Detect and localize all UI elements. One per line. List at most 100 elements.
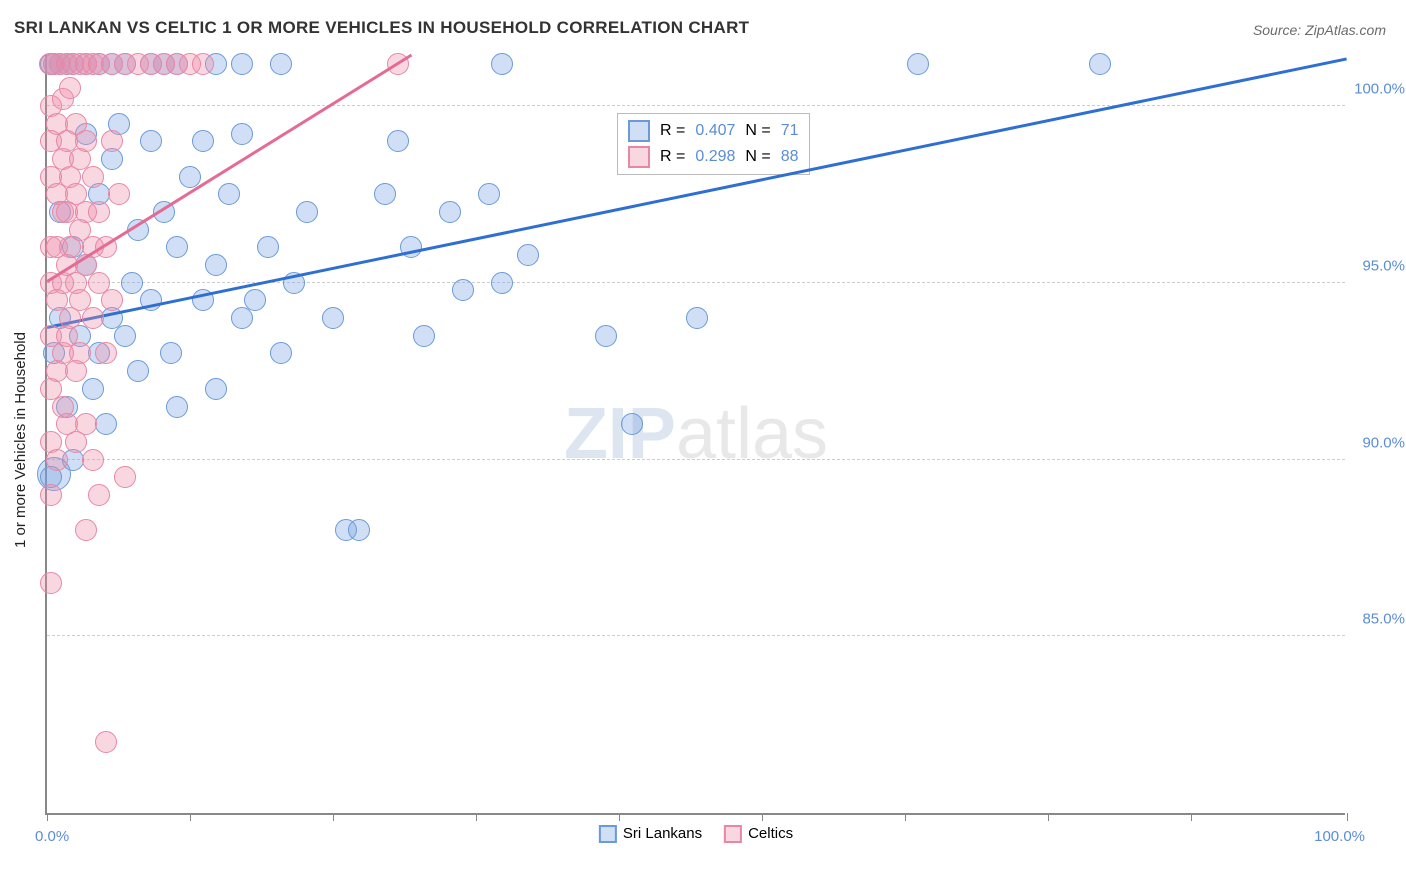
scatter-point [231, 53, 253, 75]
chart-title: SRI LANKAN VS CELTIC 1 OR MORE VEHICLES … [14, 18, 749, 38]
scatter-point [88, 201, 110, 223]
scatter-point [82, 449, 104, 471]
legend-row-celtics: R = 0.298 N = 88 [628, 144, 799, 170]
x-tick [1191, 813, 1192, 821]
gridline [47, 459, 1345, 460]
y-tick-label: 85.0% [1362, 611, 1405, 628]
scatter-point [322, 307, 344, 329]
scatter-point [192, 130, 214, 152]
legend-item-sri-lankans: Sri Lankans [599, 825, 702, 843]
swatch-icon [599, 825, 617, 843]
scatter-point [140, 130, 162, 152]
x-tick [619, 813, 620, 821]
scatter-point [218, 183, 240, 205]
scatter-point [257, 236, 279, 258]
scatter-point [46, 449, 68, 471]
swatch-sri-lankans [628, 120, 650, 142]
x-tick [47, 813, 48, 821]
gridline [47, 282, 1345, 283]
swatch-celtics [628, 146, 650, 168]
trend-line [47, 58, 1348, 329]
scatter-point [413, 325, 435, 347]
scatter-point [517, 244, 539, 266]
gridline [47, 105, 1345, 106]
scatter-point [478, 183, 500, 205]
scatter-point [192, 53, 214, 75]
scatter-point [296, 201, 318, 223]
scatter-point [1089, 53, 1111, 75]
scatter-point [387, 130, 409, 152]
legend-item-celtics: Celtics [724, 825, 793, 843]
scatter-point [179, 166, 201, 188]
x-tick [762, 813, 763, 821]
trend-line [46, 54, 411, 282]
swatch-icon [724, 825, 742, 843]
scatter-point [101, 289, 123, 311]
y-tick-label: 90.0% [1362, 434, 1405, 451]
scatter-point [452, 279, 474, 301]
scatter-point [40, 484, 62, 506]
x-min-label: 0.0% [35, 828, 69, 845]
scatter-point [114, 325, 136, 347]
r-value-sri-lankans: 0.407 [695, 122, 735, 140]
scatter-point [114, 466, 136, 488]
source-label: Source: ZipAtlas.com [1253, 22, 1386, 38]
x-tick [905, 813, 906, 821]
n-value-sri-lankans: 71 [781, 122, 799, 140]
x-tick [190, 813, 191, 821]
scatter-point [400, 236, 422, 258]
scatter-point [88, 484, 110, 506]
scatter-point [95, 731, 117, 753]
scatter-point [166, 396, 188, 418]
scatter-point [621, 413, 643, 435]
scatter-point [82, 378, 104, 400]
scatter-point [95, 342, 117, 364]
scatter-point [907, 53, 929, 75]
scatter-point [59, 77, 81, 99]
scatter-point [108, 183, 130, 205]
gridline [47, 635, 1345, 636]
y-axis-label: 1 or more Vehicles in Household [12, 332, 29, 548]
scatter-point [127, 360, 149, 382]
scatter-point [69, 342, 91, 364]
x-tick [1347, 813, 1348, 821]
scatter-point [348, 519, 370, 541]
scatter-point [595, 325, 617, 347]
scatter-point [231, 123, 253, 145]
scatter-point [205, 378, 227, 400]
scatter-point [101, 130, 123, 152]
scatter-point [491, 53, 513, 75]
scatter-point [244, 289, 266, 311]
x-tick [476, 813, 477, 821]
legend-bottom: Sri Lankans Celtics [599, 825, 793, 843]
legend-stats: R = 0.407 N = 71 R = 0.298 N = 88 [617, 113, 810, 175]
chart-container: SRI LANKAN VS CELTIC 1 OR MORE VEHICLES … [0, 0, 1406, 892]
scatter-point [439, 201, 461, 223]
watermark: ZIPatlas [564, 393, 828, 475]
scatter-point [270, 53, 292, 75]
scatter-point [121, 272, 143, 294]
scatter-point [82, 307, 104, 329]
scatter-point [95, 413, 117, 435]
scatter-point [82, 166, 104, 188]
scatter-point [75, 130, 97, 152]
r-value-celtics: 0.298 [695, 148, 735, 166]
scatter-point [75, 413, 97, 435]
x-max-label: 100.0% [1314, 828, 1365, 845]
scatter-point [686, 307, 708, 329]
n-value-celtics: 88 [781, 148, 799, 166]
scatter-point [270, 342, 292, 364]
y-tick-label: 95.0% [1362, 257, 1405, 274]
scatter-point [491, 272, 513, 294]
scatter-point [40, 572, 62, 594]
scatter-point [75, 519, 97, 541]
y-tick-label: 100.0% [1354, 81, 1405, 98]
scatter-point [166, 236, 188, 258]
plot-area: ZIPatlas R = 0.407 N = 71 R = 0.298 N = … [45, 55, 1345, 815]
legend-row-sri-lankans: R = 0.407 N = 71 [628, 118, 799, 144]
x-tick [333, 813, 334, 821]
scatter-point [374, 183, 396, 205]
scatter-point [160, 342, 182, 364]
scatter-point [205, 254, 227, 276]
x-tick [1048, 813, 1049, 821]
